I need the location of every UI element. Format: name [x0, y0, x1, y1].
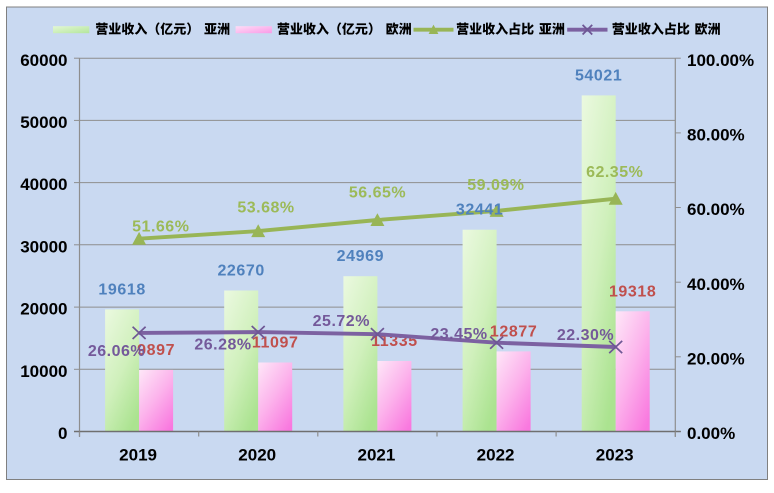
svg-text:12877: 12877	[490, 323, 538, 340]
svg-text:23.45%: 23.45%	[430, 326, 487, 343]
svg-text:60.00%: 60.00%	[687, 200, 745, 219]
svg-text:24969: 24969	[337, 248, 385, 265]
svg-text:19318: 19318	[609, 283, 657, 300]
svg-text:0: 0	[58, 424, 67, 443]
svg-text:2021: 2021	[357, 445, 395, 464]
svg-text:22670: 22670	[217, 263, 265, 280]
svg-text:20.00%: 20.00%	[687, 349, 745, 368]
svg-text:62.35%: 62.35%	[586, 164, 643, 181]
svg-text:22.30%: 22.30%	[557, 327, 614, 344]
svg-text:2019: 2019	[119, 445, 157, 464]
svg-text:2023: 2023	[596, 445, 634, 464]
svg-text:10000: 10000	[20, 362, 67, 381]
svg-text:60000: 60000	[20, 51, 67, 70]
svg-text:32441: 32441	[456, 202, 504, 219]
svg-text:2020: 2020	[238, 445, 276, 464]
svg-text:51.66%: 51.66%	[132, 218, 189, 235]
svg-text:30000: 30000	[20, 237, 67, 256]
svg-text:26.06%: 26.06%	[88, 343, 145, 360]
svg-text:59.09%: 59.09%	[467, 177, 524, 194]
svg-text:11097: 11097	[252, 335, 299, 352]
svg-text:9897: 9897	[137, 342, 175, 359]
svg-text:19618: 19618	[98, 281, 146, 298]
svg-text:50000: 50000	[20, 113, 67, 132]
svg-text:56.65%: 56.65%	[349, 185, 406, 202]
svg-text:25.72%: 25.72%	[313, 313, 370, 330]
svg-text:40.00%: 40.00%	[687, 275, 745, 294]
svg-text:20000: 20000	[20, 300, 67, 319]
svg-text:40000: 40000	[20, 175, 67, 194]
svg-text:80.00%: 80.00%	[687, 126, 745, 145]
svg-text:54021: 54021	[575, 67, 623, 84]
svg-text:26.28%: 26.28%	[194, 337, 251, 354]
svg-text:2022: 2022	[477, 445, 515, 464]
svg-text:100.00%: 100.00%	[687, 51, 754, 70]
svg-text:0.00%: 0.00%	[687, 424, 735, 443]
svg-text:53.68%: 53.68%	[237, 200, 294, 217]
